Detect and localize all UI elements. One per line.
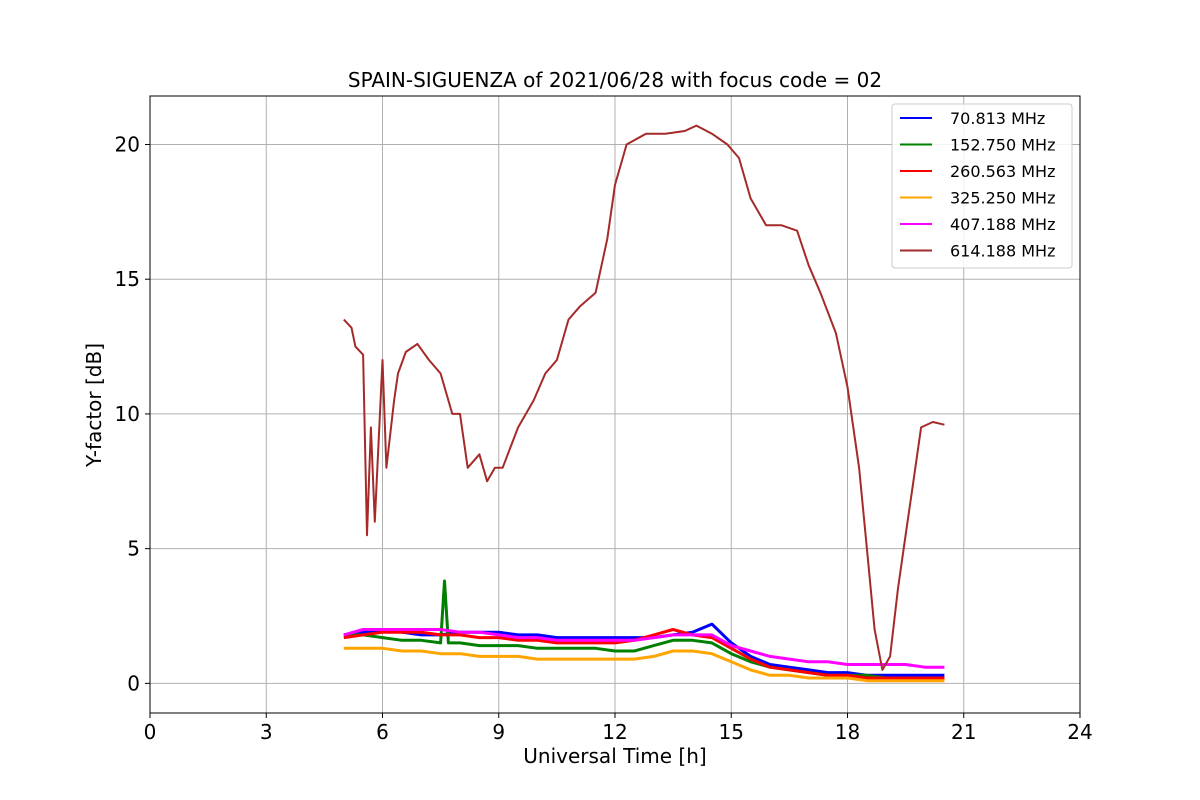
x-tick-label: 12 [602,720,627,744]
y-tick-label: 10 [115,402,140,426]
axis-ticks: 0 3 6 9 12 15 18 21 24 0 5 10 15 20 [115,132,1093,744]
x-tick-label: 24 [1067,720,1092,744]
x-axis-label: Universal Time [h] [523,744,706,768]
legend-label-5: 407.188 MHz [950,215,1055,234]
chart-title: SPAIN-SIGUENZA of 2021/06/28 with focus … [348,68,882,92]
x-tick-label: 21 [951,720,976,744]
y-tick-label: 0 [127,671,140,695]
y-tick-label: 5 [127,537,140,561]
y-tick-label: 15 [115,267,140,291]
x-tick-label: 0 [144,720,157,744]
y-tick-label: 20 [115,132,140,156]
legend-label-4: 325.250 MHz [950,189,1055,208]
series-line-4 [343,646,945,683]
x-tick-label: 6 [376,720,389,744]
legend-label-1: 70.813 MHz [950,109,1045,128]
series-line-6 [343,124,945,671]
x-tick-label: 18 [835,720,860,744]
legend-items: 70.813 MHz 152.750 MHz 260.563 MHz 325.250 … [900,109,1055,261]
x-tick-label: 3 [260,720,273,744]
x-tick-label: 15 [719,720,744,744]
series-lines [343,124,945,683]
legend-label-6: 614.188 MHz [950,242,1055,261]
x-tick-label: 9 [492,720,505,744]
legend: 70.813 MHz 152.750 MHz 260.563 MHz 325.250 … [891,103,1073,269]
legend-label-3: 260.563 MHz [950,162,1055,181]
series-line-5 [343,628,945,669]
legend-label-2: 152.750 MHz [950,136,1055,155]
y-axis-label: Y-factor [dB] [82,343,106,468]
legend-box [891,103,1073,269]
